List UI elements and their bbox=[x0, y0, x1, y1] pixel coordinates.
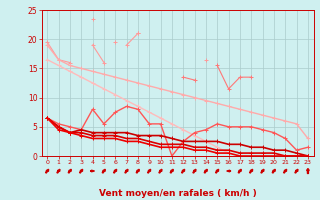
Text: Vent moyen/en rafales ( km/h ): Vent moyen/en rafales ( km/h ) bbox=[99, 189, 256, 198]
